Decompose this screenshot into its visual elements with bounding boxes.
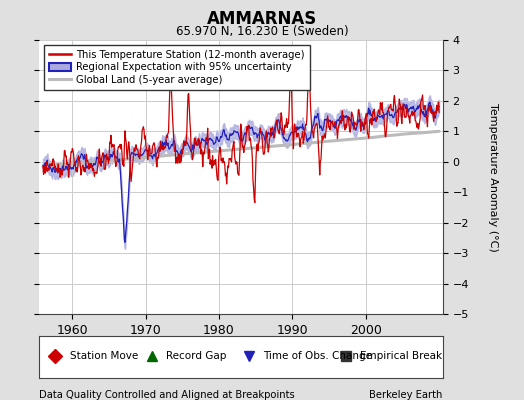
Text: Station Move: Station Move xyxy=(70,351,138,361)
Text: AMMARNAS: AMMARNAS xyxy=(207,10,317,28)
Y-axis label: Temperature Anomaly (°C): Temperature Anomaly (°C) xyxy=(488,103,498,251)
Text: Data Quality Controlled and Aligned at Breakpoints: Data Quality Controlled and Aligned at B… xyxy=(39,390,295,400)
Text: Record Gap: Record Gap xyxy=(167,351,227,361)
Text: Time of Obs. Change: Time of Obs. Change xyxy=(263,351,372,361)
Text: 65.970 N, 16.230 E (Sweden): 65.970 N, 16.230 E (Sweden) xyxy=(176,25,348,38)
Text: Berkeley Earth: Berkeley Earth xyxy=(369,390,443,400)
Text: Empirical Break: Empirical Break xyxy=(360,351,442,361)
Legend: This Temperature Station (12-month average), Regional Expectation with 95% uncer: This Temperature Station (12-month avera… xyxy=(45,45,310,90)
